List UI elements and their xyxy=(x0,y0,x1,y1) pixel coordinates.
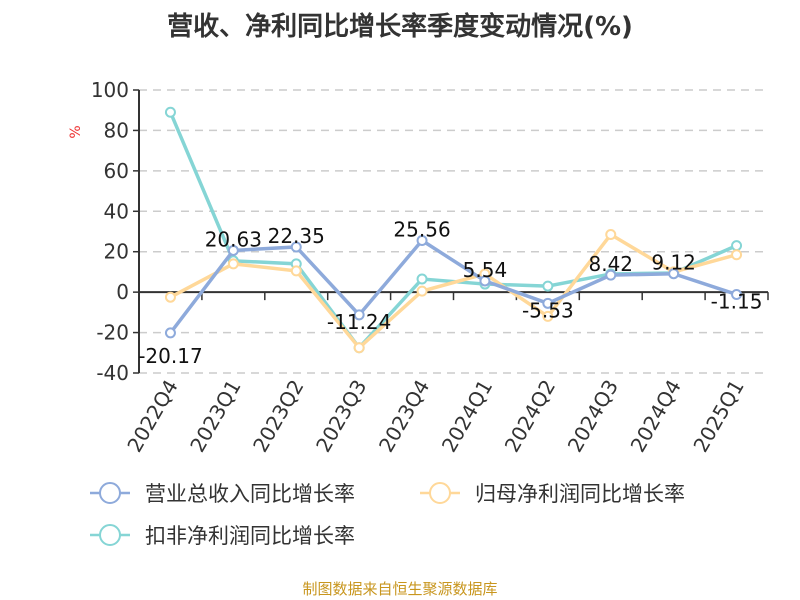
y-tick-label: 60 xyxy=(104,159,129,183)
data-point xyxy=(668,268,680,280)
data-point xyxy=(416,273,428,285)
legend-label: 扣非净利润同比增长率 xyxy=(145,524,355,548)
legend-label: 归母净利润同比增长率 xyxy=(475,482,685,506)
series-line xyxy=(169,238,738,334)
y-tick-label: 20 xyxy=(104,240,129,264)
data-label: 22.35 xyxy=(268,224,325,248)
data-label: 20.63 xyxy=(205,227,262,251)
x-tick-label: 2023Q1 xyxy=(185,376,245,457)
series-line xyxy=(169,232,738,351)
data-point xyxy=(164,291,176,303)
x-tick-label: 2024Q4 xyxy=(626,376,686,457)
data-point xyxy=(542,297,554,309)
legend-label: 营业总收入同比增长率 xyxy=(145,482,355,506)
y-axis-label: % xyxy=(68,125,84,138)
data-point xyxy=(290,241,302,253)
legend-marker xyxy=(99,482,121,504)
x-tick-label: 2023Q3 xyxy=(311,376,371,457)
data-label: 5.54 xyxy=(463,258,508,282)
x-tick-label: 2023Q2 xyxy=(248,376,308,457)
data-point xyxy=(164,106,176,118)
data-point xyxy=(353,342,365,354)
data-point xyxy=(227,258,239,270)
y-tick-label: 0 xyxy=(116,280,129,304)
data-point xyxy=(416,285,428,297)
data-point xyxy=(605,229,617,241)
data-label: 8.42 xyxy=(588,252,633,276)
data-point xyxy=(290,265,302,277)
x-tick-label: 2024Q2 xyxy=(500,376,560,457)
x-tick-label: 2022Q4 xyxy=(122,376,182,457)
chart-title: 营收、净利同比增长率季度变动情况(%) xyxy=(167,12,633,42)
data-point xyxy=(353,309,365,321)
y-tick-label: 80 xyxy=(104,118,129,142)
data-label: 25.56 xyxy=(393,217,450,241)
data-point xyxy=(731,240,743,252)
legend-marker xyxy=(99,524,121,546)
data-point xyxy=(227,244,239,256)
x-tick-label: 2024Q1 xyxy=(437,376,497,457)
x-tick-label: 2023Q4 xyxy=(374,376,434,457)
data-label: -11.24 xyxy=(327,310,391,334)
data-point xyxy=(731,288,743,300)
data-point xyxy=(416,234,428,246)
data-point xyxy=(731,249,743,261)
y-tick-label: -40 xyxy=(96,361,129,385)
y-tick-label: -20 xyxy=(96,321,129,345)
data-point xyxy=(605,269,617,281)
data-label: -20.17 xyxy=(138,344,202,368)
data-point xyxy=(542,280,554,292)
data-point xyxy=(479,275,491,287)
data-point xyxy=(542,310,554,322)
data-label: -5.53 xyxy=(522,298,574,322)
x-tick-label: 2025Q1 xyxy=(688,376,748,457)
data-label: -1.15 xyxy=(711,289,763,313)
legend-marker xyxy=(429,482,451,504)
data-label: 9.12 xyxy=(651,251,696,275)
data-point xyxy=(164,327,176,339)
y-tick-label: 100 xyxy=(91,78,129,102)
x-tick-label: 2024Q3 xyxy=(563,376,623,457)
source-note: 制图数据来自恒生聚源数据库 xyxy=(302,580,498,598)
y-tick-label: 40 xyxy=(104,199,129,223)
